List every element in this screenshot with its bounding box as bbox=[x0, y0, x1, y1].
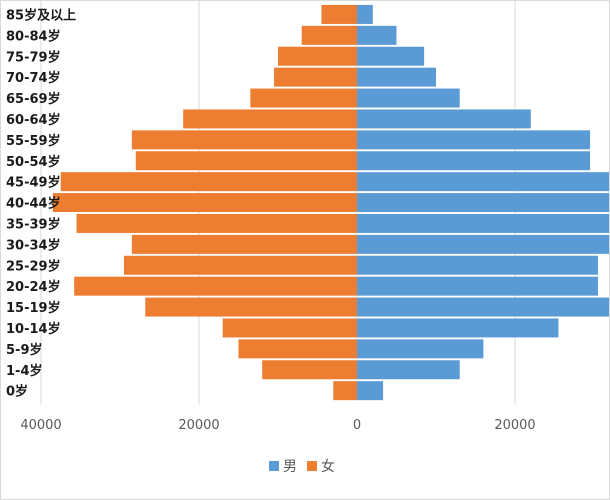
category-label-11: 50-54岁 bbox=[6, 154, 61, 170]
category-label-10: 45-49岁 bbox=[6, 175, 61, 191]
category-label-13: 60-64岁 bbox=[6, 112, 61, 128]
x-axis-tick-labels: 6000040000200000200004000060000 bbox=[20, 418, 535, 433]
bar-male-10 bbox=[357, 172, 609, 192]
x-tick-label-2: 20000 bbox=[178, 418, 219, 433]
category-label-3: 10-14岁 bbox=[6, 321, 61, 337]
bars bbox=[52, 4, 609, 401]
bar-female-7 bbox=[131, 234, 357, 254]
category-label-7: 30-34岁 bbox=[6, 237, 61, 253]
bar-male-9 bbox=[357, 193, 609, 213]
category-label-12: 55-59岁 bbox=[6, 133, 61, 149]
bar-male-2 bbox=[357, 339, 484, 359]
bar-male-5 bbox=[357, 276, 598, 296]
bar-male-8 bbox=[357, 213, 609, 233]
bar-female-11 bbox=[135, 151, 357, 171]
bar-female-3 bbox=[222, 318, 357, 338]
x-tick-label-3: 0 bbox=[353, 418, 361, 433]
bar-female-2 bbox=[238, 339, 357, 359]
legend-swatch-male bbox=[269, 461, 279, 471]
category-label-2: 5-9岁 bbox=[6, 342, 43, 358]
category-label-17: 80-84岁 bbox=[6, 28, 61, 44]
category-label-16: 75-79岁 bbox=[6, 49, 61, 65]
bar-male-12 bbox=[357, 130, 591, 150]
bar-female-10 bbox=[60, 172, 357, 192]
bar-female-16 bbox=[278, 46, 357, 66]
legend-label-female: 女 bbox=[321, 458, 335, 475]
category-label-9: 40-44岁 bbox=[6, 196, 61, 212]
bar-female-13 bbox=[183, 109, 357, 129]
category-label-4: 15-19岁 bbox=[6, 300, 61, 316]
bar-male-6 bbox=[357, 255, 598, 275]
legend-label-male: 男 bbox=[283, 459, 297, 475]
bar-male-7 bbox=[357, 234, 609, 254]
bar-male-17 bbox=[357, 25, 397, 45]
bar-female-14 bbox=[250, 88, 357, 108]
bar-male-1 bbox=[357, 360, 460, 380]
bar-male-14 bbox=[357, 88, 460, 108]
bar-male-3 bbox=[357, 318, 559, 338]
category-label-15: 70-74岁 bbox=[6, 70, 61, 86]
bar-female-0 bbox=[333, 381, 357, 401]
bar-female-5 bbox=[74, 276, 358, 296]
bar-male-15 bbox=[357, 67, 436, 87]
category-label-1: 1-4岁 bbox=[6, 363, 43, 379]
category-label-14: 65-69岁 bbox=[6, 91, 61, 107]
bar-female-17 bbox=[301, 25, 357, 45]
legend-swatch-female bbox=[307, 461, 317, 471]
bar-female-8 bbox=[76, 213, 358, 233]
bar-male-0 bbox=[357, 381, 384, 401]
bar-female-6 bbox=[123, 255, 357, 275]
bar-male-16 bbox=[357, 46, 425, 66]
bar-male-11 bbox=[357, 151, 591, 171]
bar-female-15 bbox=[274, 67, 357, 87]
bar-female-9 bbox=[52, 193, 357, 213]
bar-male-4 bbox=[357, 297, 609, 317]
category-label-5: 20-24岁 bbox=[6, 279, 61, 295]
bar-male-13 bbox=[357, 109, 531, 129]
x-tick-label-1: 40000 bbox=[20, 418, 61, 433]
bar-female-12 bbox=[131, 130, 357, 150]
x-tick-label-4: 20000 bbox=[494, 418, 535, 433]
category-label-8: 35-39岁 bbox=[6, 216, 61, 232]
category-label-18: 85岁及以上 bbox=[6, 7, 76, 23]
bar-female-1 bbox=[262, 360, 357, 380]
category-label-0: 0岁 bbox=[6, 384, 28, 400]
bar-male-18 bbox=[357, 4, 373, 24]
category-label-6: 25-29岁 bbox=[6, 258, 61, 274]
category-labels: 0岁 1-4岁 5-9岁 10-14岁 15-19岁 20-24岁 25-29岁 30-34岁… bbox=[6, 7, 76, 399]
bar-female-18 bbox=[321, 4, 357, 24]
legend: 男女 bbox=[269, 458, 335, 475]
bar-female-4 bbox=[145, 297, 357, 317]
